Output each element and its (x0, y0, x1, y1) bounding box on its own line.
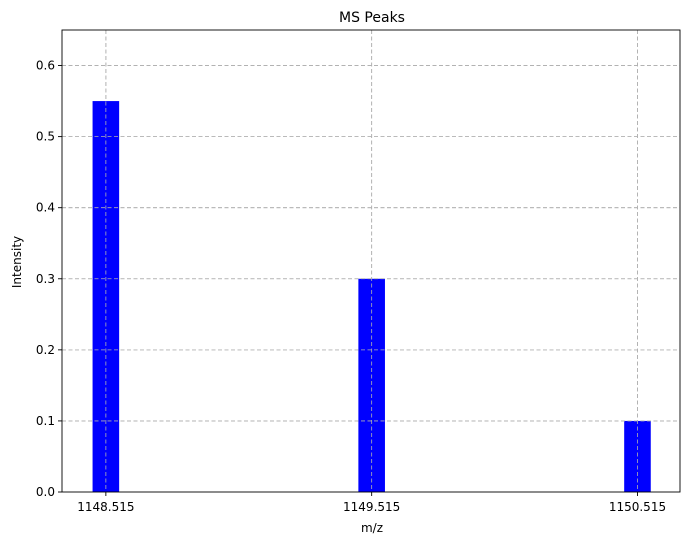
ticks-layer: 0.0 0.1 0.2 0.3 0.4 0.5 0.6 1148.515 1149.515 115… (36, 59, 666, 514)
y-tick-label: 0.1 (36, 414, 55, 428)
chart-title: MS Peaks (339, 10, 405, 26)
grid-overlay (62, 30, 680, 492)
plot-frame (61, 29, 681, 493)
x-tick-label: 1150.515 (609, 500, 666, 514)
y-tick-label: 0.2 (36, 343, 55, 357)
x-tick-label: 1149.515 (343, 500, 400, 514)
y-axis-label: Intensity (10, 236, 24, 288)
y-tick-label: 0.5 (36, 130, 55, 144)
y-tick-label: 0.3 (36, 272, 55, 286)
y-tick-label: 0.4 (36, 201, 55, 215)
x-tick-label: 1148.515 (77, 500, 134, 514)
y-tick-label: 0.0 (36, 485, 55, 499)
x-axis-label: m/z (361, 521, 383, 535)
y-tick-label: 0.6 (36, 59, 55, 73)
